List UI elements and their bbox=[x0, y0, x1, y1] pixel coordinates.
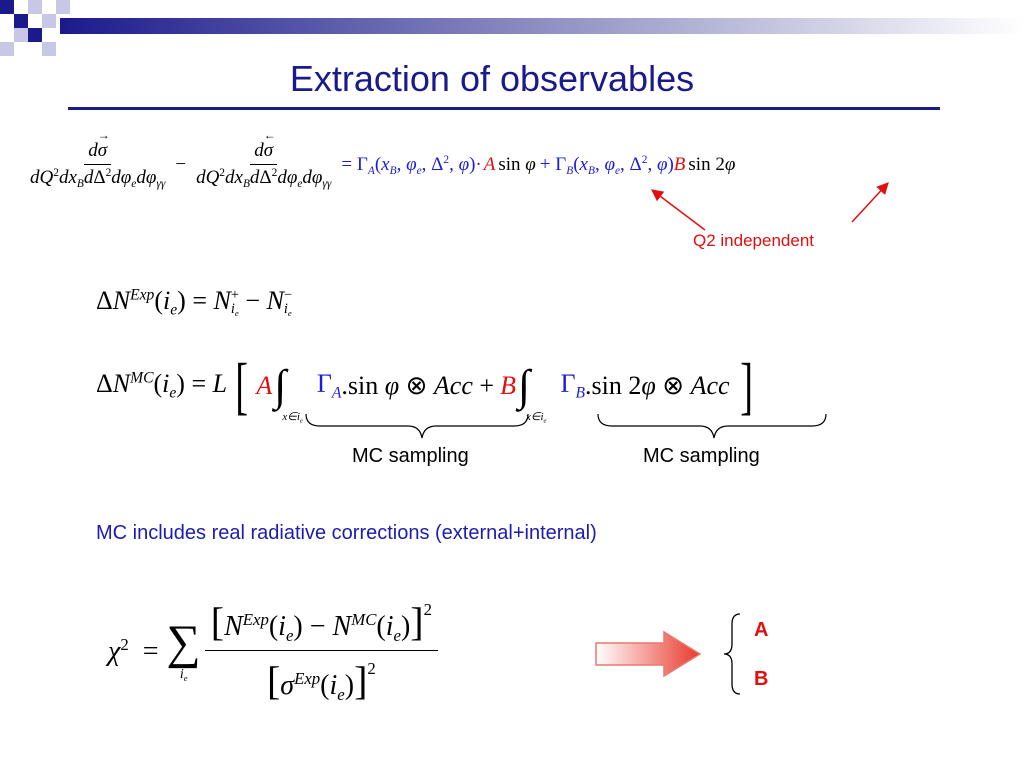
mc-coeff-b: B bbox=[500, 371, 516, 400]
decor-square bbox=[14, 28, 28, 42]
equation-chi2: χ2 = ∑ ie [NExp(ie) − NMC(ie)]2 [σExp(ie… bbox=[108, 598, 438, 705]
equation-asymmetry: dσ → dQ2dxBdΔ2dφedφγγ − dσ ← dQ2dxBdΔ2dφed… bbox=[26, 128, 736, 190]
header-decoration bbox=[0, 0, 1024, 56]
numerator-backward: dσ ← bbox=[250, 128, 278, 165]
gamma-a-expression: = ΓA(xB, φe, Δ2, φ)· bbox=[341, 153, 482, 177]
decor-square bbox=[0, 0, 14, 14]
decor-square bbox=[0, 42, 14, 56]
coefficient-a: A bbox=[483, 153, 496, 175]
fraction-backward: dσ ← dQ2dxBdΔ2dφedφγγ bbox=[192, 128, 335, 190]
denominator-backward: dQ2dxBdΔ2dφedφγγ bbox=[196, 167, 332, 190]
result-arrow-icon bbox=[595, 630, 702, 678]
header-gradient-bar bbox=[60, 18, 1024, 34]
numerator-forward: dσ → bbox=[84, 128, 112, 165]
mc-term-b: .sin 2φ ⊗ Acc bbox=[585, 371, 730, 400]
integral-sub-a: x∈ie bbox=[282, 410, 303, 424]
equation-delta-n-exp: ΔNExp(ie) = N + ie − N − ie bbox=[96, 286, 292, 319]
decor-square bbox=[28, 28, 42, 42]
result-param-a: A bbox=[754, 619, 769, 641]
mc-radiative-note: MC includes real radiative corrections (… bbox=[96, 522, 597, 544]
integral-sign-a: ∫ bbox=[274, 361, 287, 410]
decor-square bbox=[14, 14, 28, 28]
decor-square bbox=[42, 14, 56, 28]
fraction-forward: dσ → dQ2dxBdΔ2dφedφγγ bbox=[26, 128, 169, 190]
decor-square bbox=[56, 0, 70, 14]
result-param-b: B bbox=[754, 668, 769, 690]
gamma-b-expression: + ΓB(xB, φe, Δ2, φ) bbox=[539, 153, 674, 177]
q2-independent-label: Q2 independent bbox=[693, 231, 814, 250]
mc-gamma-a: ΓA bbox=[316, 369, 342, 402]
denominator-forward: dQ2dxBdΔ2dφedφγγ bbox=[30, 167, 166, 190]
arrow-to-a bbox=[651, 189, 706, 231]
slide-title: Extraction of observables bbox=[289, 58, 695, 99]
mc-sampling-label-2: MC sampling bbox=[643, 445, 760, 467]
chi2-fraction: [NExp(ie) − NMC(ie)]2 [σExp(ie)]2 bbox=[204, 598, 438, 705]
sum-symbol: ∑ ie bbox=[166, 616, 201, 684]
mc-term-a: .sin φ ⊗ Acc + bbox=[341, 371, 495, 400]
mc-gamma-b: ΓB bbox=[560, 369, 586, 402]
mc-coeff-a: A bbox=[256, 371, 273, 400]
sin-phi: sin φ bbox=[498, 153, 536, 175]
decor-square bbox=[28, 0, 42, 14]
title-underline bbox=[68, 107, 940, 110]
brace-left bbox=[305, 413, 529, 439]
decor-square bbox=[42, 42, 56, 56]
integral-sign-b: ∫ bbox=[517, 361, 531, 410]
result-brace bbox=[723, 613, 741, 695]
sin-2phi: sin 2φ bbox=[688, 153, 736, 175]
arrow-to-b bbox=[851, 182, 889, 223]
brace-right bbox=[597, 413, 827, 439]
integral-sub-b: x∈ie bbox=[526, 410, 547, 424]
mc-sampling-label-1: MC sampling bbox=[352, 445, 469, 467]
equation-delta-n-mc: ΔNMC(ie) = L [ A ∫ x∈ie ΓA .sin φ ⊗ Acc … bbox=[96, 350, 753, 425]
chi2-lhs: χ2 = bbox=[108, 634, 159, 667]
coefficient-b: B bbox=[673, 153, 686, 175]
